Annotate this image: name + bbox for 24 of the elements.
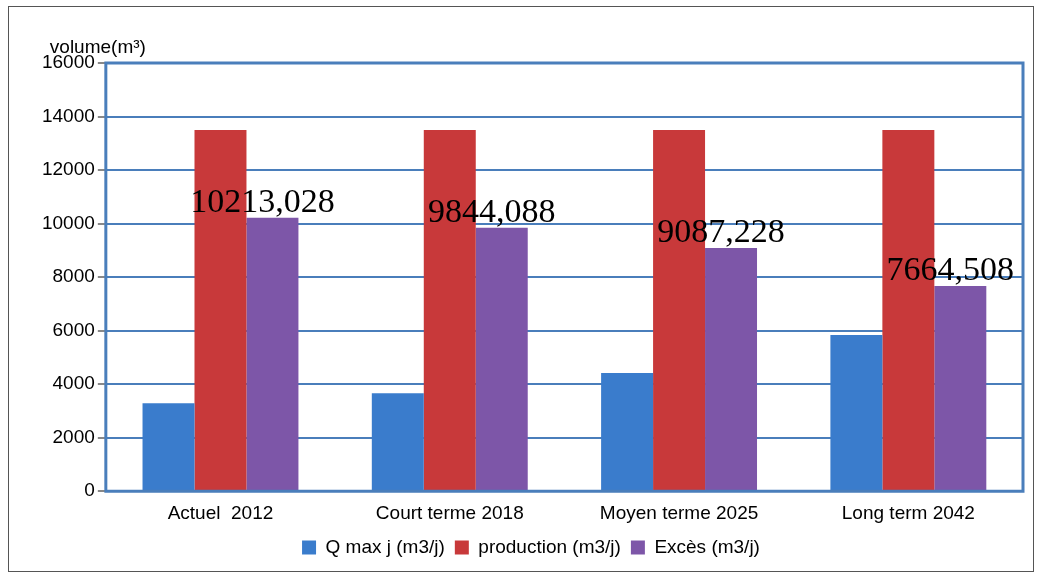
bar	[142, 403, 195, 491]
bar	[371, 393, 424, 491]
y-axis-title: volume(m³)	[49, 35, 146, 57]
y-tick-label: 12000	[41, 158, 95, 180]
y-tick-label: 8000	[52, 265, 95, 287]
legend-label: production (m3/j)	[478, 535, 621, 557]
x-tick-label: Actuel 2012	[167, 501, 274, 523]
x-tick-label: Moyen terme 2025	[599, 501, 759, 523]
y-tick-label: 4000	[52, 372, 95, 394]
bar	[246, 217, 299, 491]
bar	[705, 248, 758, 491]
y-tick-label: 6000	[52, 318, 95, 340]
x-tick-label: Long term 2042	[841, 501, 975, 523]
bar	[830, 335, 883, 491]
legend-label: Excès (m3/j)	[654, 535, 760, 557]
y-tick-label: 14000	[41, 104, 95, 126]
bar	[475, 227, 528, 491]
y-tick-label: 10000	[41, 211, 95, 233]
bar	[934, 286, 987, 491]
y-tick-label: 0	[84, 479, 95, 501]
bar	[601, 373, 654, 491]
y-tick-label: 2000	[52, 425, 95, 447]
x-tick-label: Court terme 2018	[375, 501, 524, 523]
legend-label: Q max j (m3/j)	[325, 535, 445, 557]
